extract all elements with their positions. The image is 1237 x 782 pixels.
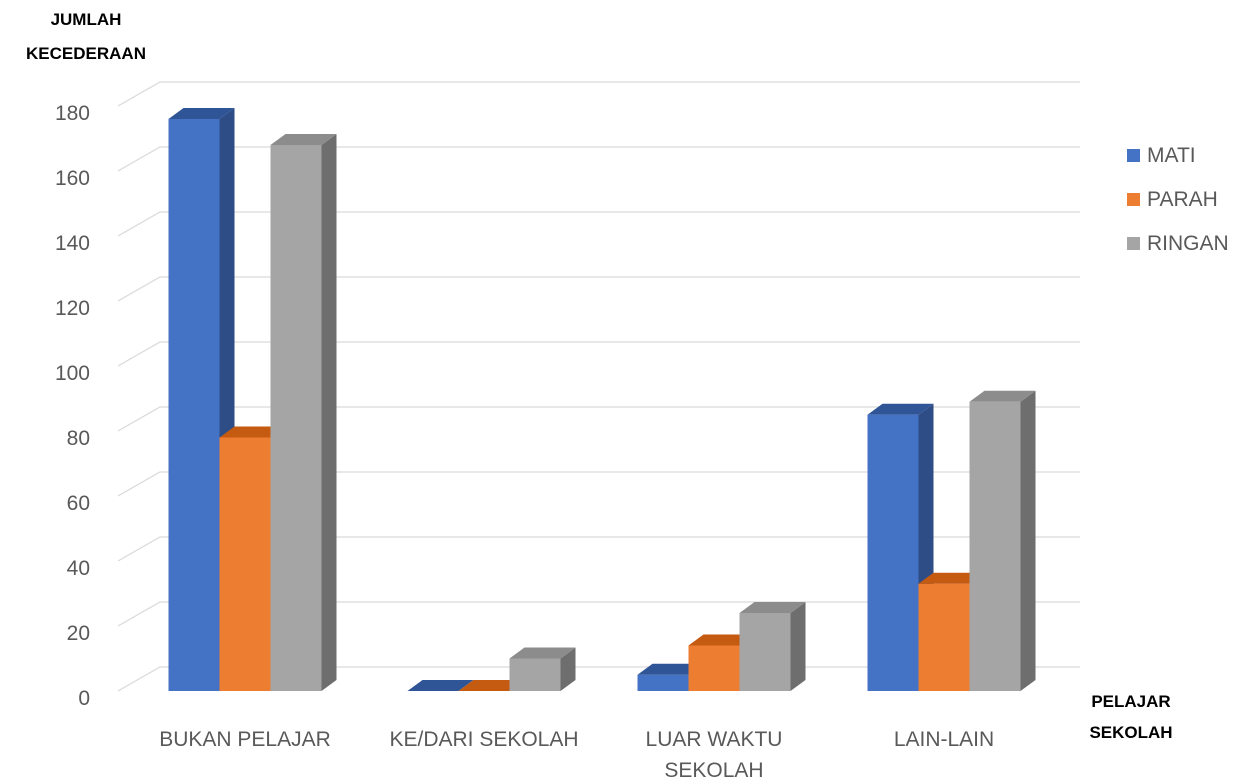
x-axis-title: PELAJAR xyxy=(1091,692,1170,711)
legend-swatch xyxy=(1127,193,1140,206)
bar-mati xyxy=(168,108,235,691)
bar-top-face xyxy=(918,572,985,584)
y-tick-label: 160 xyxy=(55,167,90,190)
y-tick-label: 120 xyxy=(55,297,90,320)
bar-front-face xyxy=(867,414,919,691)
bar-front-face xyxy=(168,119,220,691)
bar-top-face xyxy=(270,134,337,145)
bar-top-face xyxy=(219,426,286,438)
x-category-label: LAIN-LAIN xyxy=(894,728,994,751)
bar-front-face xyxy=(219,437,271,691)
gridline xyxy=(117,211,1080,237)
legend-label-parah: PARAH xyxy=(1147,188,1218,211)
x-category-label: KE/DARI SEKOLAH xyxy=(389,728,578,751)
bar-top-face xyxy=(509,647,576,659)
bar-parah xyxy=(458,680,525,691)
gridline xyxy=(117,406,1080,432)
bar-top-face xyxy=(637,663,704,675)
gridline xyxy=(117,536,1080,562)
bar-ringan xyxy=(509,647,576,691)
y-tick-label: 0 xyxy=(78,687,90,710)
y-tick-label: 40 xyxy=(67,557,90,580)
gridline xyxy=(117,276,1080,302)
gridline xyxy=(117,341,1080,367)
bar-side-face xyxy=(321,134,337,691)
bar-front-face xyxy=(688,645,740,691)
legend-swatch xyxy=(1127,149,1140,162)
legend-swatch xyxy=(1127,237,1140,250)
bar-front-face xyxy=(509,658,561,691)
bar-side-face xyxy=(790,602,806,691)
bar-top-face xyxy=(407,680,474,691)
y-tick-label: 80 xyxy=(67,427,90,450)
y-tick-label: 100 xyxy=(55,362,90,385)
bar-ringan xyxy=(969,390,1036,691)
y-tick-label: 140 xyxy=(55,232,90,255)
bar-front-face xyxy=(739,613,791,691)
y-axis-title: JUMLAH xyxy=(51,10,122,29)
bar-front-face xyxy=(270,145,322,691)
y-axis-title: KECEDERAAN xyxy=(26,44,146,63)
bar-top-face xyxy=(739,602,806,613)
bar-ringan xyxy=(270,134,337,691)
gridline xyxy=(117,146,1080,172)
bar-front-face xyxy=(969,401,1021,691)
bars xyxy=(168,108,1036,691)
y-tick-label: 20 xyxy=(67,622,90,645)
x-category-label: BUKAN PELAJAR xyxy=(159,728,331,751)
gridline xyxy=(117,81,1080,107)
bar-mati xyxy=(407,680,474,691)
x-category-label: SEKOLAH xyxy=(664,759,763,777)
bar-side-face xyxy=(1020,390,1036,691)
bar-top-face xyxy=(688,634,755,646)
bar-top-face xyxy=(969,390,1036,402)
x-axis-title: SEKOLAH xyxy=(1089,723,1172,742)
legend: MATI PARAH RINGAN xyxy=(1127,144,1229,255)
legend-label-mati: MATI xyxy=(1147,144,1196,167)
bar-ringan xyxy=(739,602,806,691)
bar-top-face xyxy=(867,403,934,415)
labels: 0 20 40 60 80 100 120 140 160 180 BUKAN PELAJAR KE/… xyxy=(26,10,1173,782)
x-category-label: LUAR WAKTU xyxy=(646,728,783,751)
legend-label-ringan: RINGAN xyxy=(1147,232,1229,255)
bar-top-face xyxy=(168,108,235,119)
bar-top-face xyxy=(458,680,525,691)
y-tick-label: 180 xyxy=(55,102,90,125)
bar-front-face xyxy=(637,674,689,691)
gridlines xyxy=(117,81,1080,692)
gridline xyxy=(117,471,1080,497)
y-tick-label: 60 xyxy=(67,492,90,515)
bar-front-face xyxy=(918,583,970,691)
bar-side-face xyxy=(560,647,576,691)
